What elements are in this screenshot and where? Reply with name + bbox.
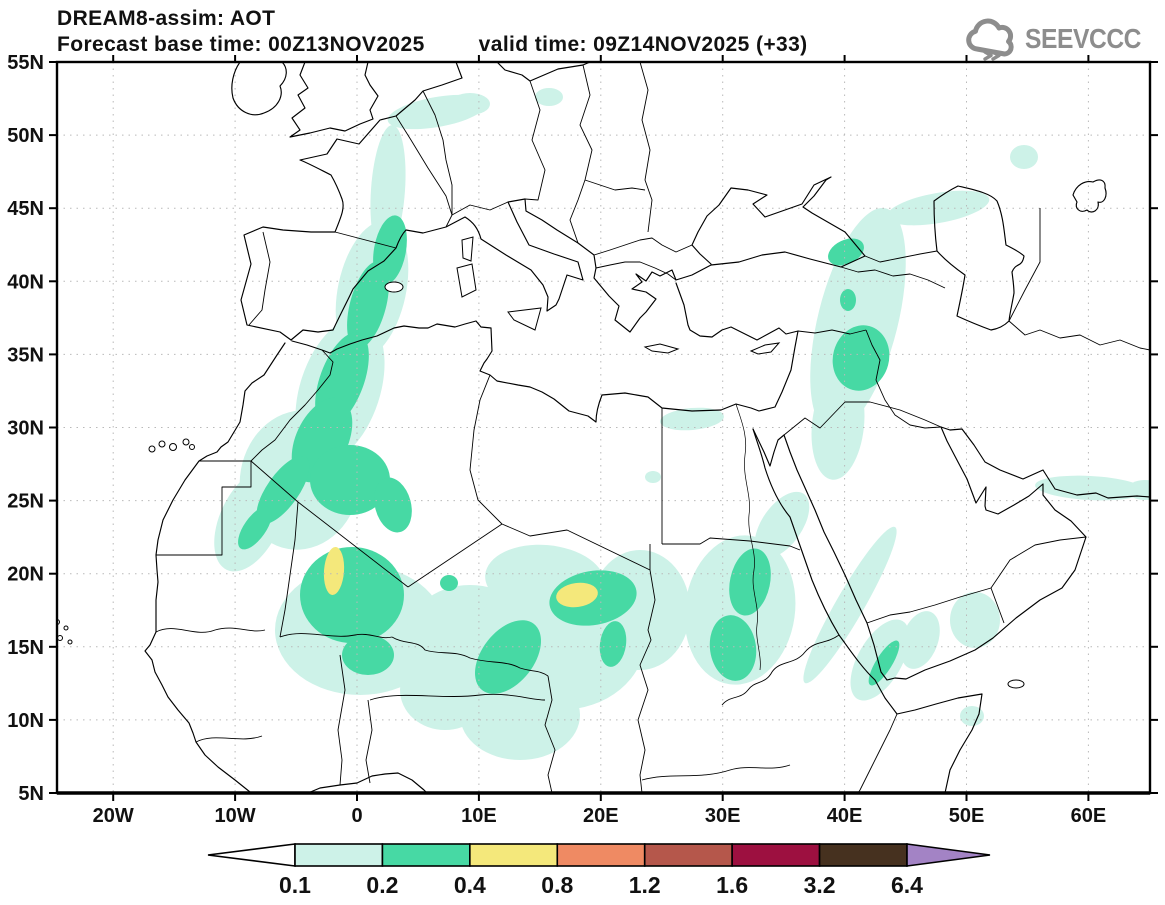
country-borders (155, 62, 1150, 793)
lat-label: 20N (7, 564, 44, 586)
lat-label: 5N (18, 783, 44, 805)
seevccc-logo: SEEVCCC (965, 16, 1157, 62)
lon-label: 30E (705, 805, 741, 827)
axis-labels: 55N 50N 45N 40N 35N 30N 25N 20N 15N 10N 5N 20W 10W 0 1… (7, 52, 1106, 827)
forecast-base-time: Forecast base time: 00Z13NOV2025 (57, 33, 425, 56)
aot-level-0p4 (323, 547, 598, 608)
colorbar-label: 0.4 (454, 872, 486, 898)
colorbar-segment (381, 843, 471, 867)
axis-ticks (49, 55, 1158, 801)
nile-river (735, 403, 761, 671)
plot-title: DREAM8-assim: AOT (57, 7, 276, 30)
colorbar-label: 1.2 (629, 872, 661, 898)
lon-label: 10E (461, 805, 497, 827)
graticule (57, 62, 1150, 793)
logo-text: SEEVCCC (1025, 23, 1142, 54)
valid-time: valid time: 09Z14NOV2025 (+33) (478, 33, 808, 56)
lat-label: 30N (7, 418, 44, 440)
lat-label: 50N (7, 125, 44, 147)
title-block: DREAM8-assim: AOT Forecast base time: 00… (57, 6, 808, 58)
colorbar-segment (469, 843, 559, 867)
colorbar-segment (643, 843, 733, 867)
lon-label: 20E (583, 805, 619, 827)
colorbar-label: 1.6 (716, 872, 748, 898)
colorbar-segment (731, 843, 821, 867)
colorbar-label: 6.4 (891, 872, 923, 898)
aot-fill-layer (214, 88, 1150, 760)
lat-label: 25N (7, 491, 44, 513)
lon-label: 50E (949, 805, 985, 827)
seevccc-cloud-icon (966, 18, 1014, 61)
lat-label: 55N (7, 52, 44, 74)
colorbar-segment (556, 843, 646, 867)
colorbar-label: 3.2 (804, 872, 836, 898)
subtitle-row: Forecast base time: 00Z13NOV2025 valid t… (57, 32, 808, 58)
lon-label: 20W (93, 805, 134, 827)
colorbar-segment (818, 843, 908, 867)
colorbar-label: 0.1 (279, 872, 311, 898)
lon-label: 40E (827, 805, 863, 827)
lat-label: 40N (7, 271, 44, 293)
colorbar-label: 0.2 (366, 872, 398, 898)
colorbar-label: 0.8 (541, 872, 573, 898)
lat-label: 45N (7, 198, 44, 220)
colorbar-right-arrow (906, 843, 991, 867)
lon-label: 0 (351, 805, 362, 827)
lat-label: 10N (7, 710, 44, 732)
colorbar-left-arrow (207, 843, 296, 867)
lon-label: 60E (1071, 805, 1107, 827)
lat-label: 35N (7, 344, 44, 366)
coastlines (57, 62, 1150, 793)
lon-label: 10W (215, 805, 256, 827)
colorbar-segment (294, 843, 384, 867)
lat-label: 15N (7, 637, 44, 659)
colorbar-legend: 0.1 0.2 0.4 0.8 1.2 1.6 3.2 6.4 (207, 843, 991, 898)
